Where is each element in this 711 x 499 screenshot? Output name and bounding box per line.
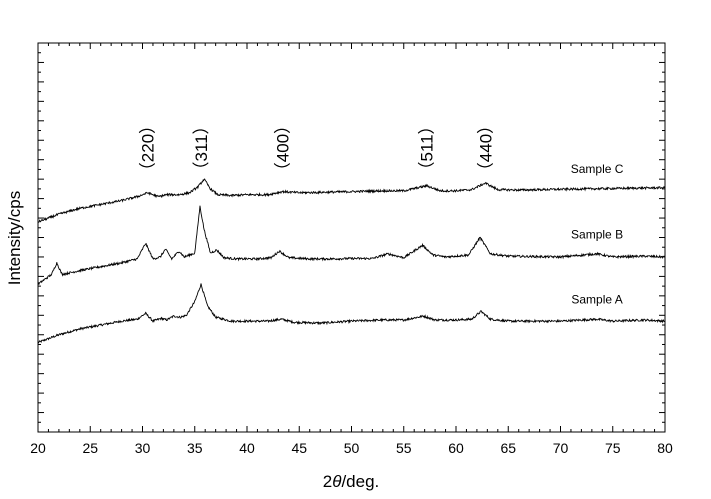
series-line: [37, 205, 666, 286]
x-tick-label: 60: [448, 440, 464, 456]
x-axis-title: 2θ/deg.: [323, 472, 380, 491]
x-tick-label: 70: [553, 440, 569, 456]
x-tick-label: 50: [344, 440, 360, 456]
x-tick-label: 75: [605, 440, 621, 456]
x-tick-label: 20: [30, 440, 46, 456]
series-line: [37, 178, 666, 223]
peak-label: （311）: [192, 117, 211, 178]
peak-label: （220）: [139, 117, 158, 179]
x-tick-label: 55: [396, 440, 412, 456]
x-tick-label: 25: [82, 440, 98, 456]
peak-label: （440）: [476, 117, 495, 179]
series-line: [37, 283, 666, 344]
x-tick-label: 40: [239, 440, 255, 456]
series-label: Sample C: [571, 162, 624, 176]
peak-labels: （220） （311） （400） （511） （440）: [139, 117, 496, 179]
x-tick-label: 80: [657, 440, 673, 456]
y-axis-ticks: [38, 42, 665, 433]
series-label: Sample A: [571, 293, 622, 307]
peak-label: （400）: [274, 117, 293, 179]
x-tick-label: 45: [291, 440, 307, 456]
series-label: Sample B: [571, 227, 623, 241]
y-axis-title: Intensity/cps: [5, 191, 24, 286]
series-lines: [37, 178, 666, 344]
x-axis-tick-labels: 20 25 30 35 40 45 50 55 60 65 70 75 80: [30, 440, 673, 456]
x-tick-label: 30: [135, 440, 151, 456]
x-tick-label: 35: [187, 440, 203, 456]
x-tick-label: 65: [500, 440, 516, 456]
peak-label: （511）: [418, 117, 437, 178]
x-axis-ticks: [37, 43, 666, 432]
series-labels: Sample A Sample B Sample C: [571, 162, 624, 306]
